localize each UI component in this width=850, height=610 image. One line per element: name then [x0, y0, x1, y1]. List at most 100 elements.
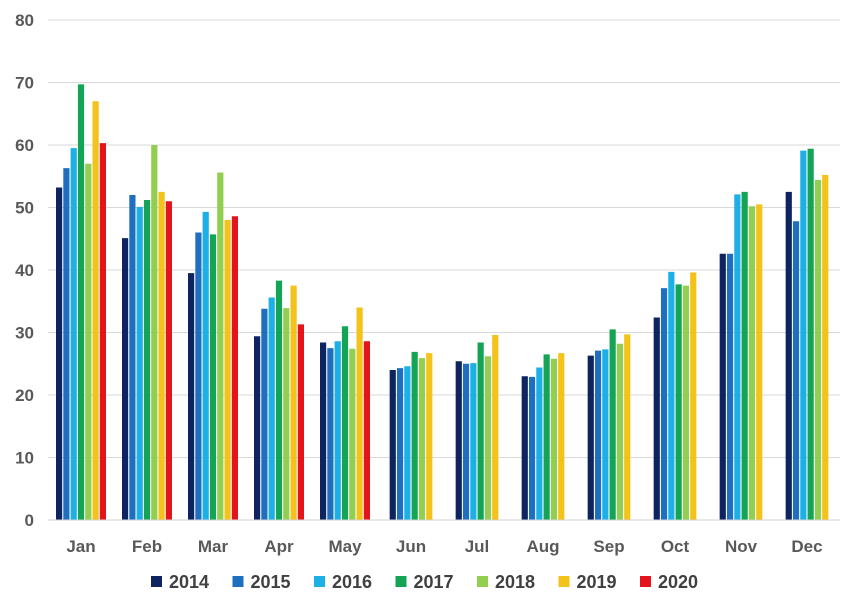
- bar-2014-apr: [254, 336, 261, 520]
- legend-swatch-2020: [640, 576, 651, 587]
- x-tick-label: Aug: [526, 537, 559, 556]
- legend-swatch-2017: [395, 576, 407, 587]
- bar-2016-aug: [536, 367, 543, 520]
- bar-2017-apr: [275, 280, 283, 521]
- bar-2014-aug: [521, 376, 528, 520]
- bar-2015-oct: [660, 288, 668, 521]
- bar-2017-mar: [209, 234, 217, 521]
- bar-2015-apr: [261, 308, 268, 520]
- bar-2015-mar: [195, 232, 202, 520]
- bar-2020-feb: [165, 201, 172, 520]
- bar-2016-mar: [202, 211, 209, 521]
- x-tick-label: Sep: [593, 537, 624, 556]
- x-tick-label: Dec: [791, 537, 822, 556]
- x-tick-label: Feb: [132, 537, 162, 556]
- x-axis-ticks: Jan Feb Mar Apr May Jun Jul Aug Sep Oct Nov Dec: [66, 537, 822, 556]
- y-tick-label: 60: [15, 136, 34, 155]
- bar-2015-jan: [63, 168, 70, 521]
- bar-2019-may: [356, 307, 363, 520]
- legend-label-2015: 2015: [251, 572, 291, 592]
- bar-2015-jun: [396, 368, 404, 521]
- bar-2017-may: [341, 326, 349, 520]
- bar-2018-feb: [151, 145, 158, 520]
- legend-label-2019: 2019: [577, 572, 617, 592]
- bar-2017-feb: [143, 200, 151, 520]
- y-tick-label: 80: [15, 11, 34, 30]
- bar-2015-nov: [726, 253, 734, 520]
- bar-2019-dec: [822, 175, 829, 520]
- bar-2019-sep: [624, 334, 631, 521]
- bar-2016-sep: [602, 349, 609, 521]
- legend-swatch-2014: [151, 576, 162, 587]
- bar-2015-jul: [462, 363, 470, 520]
- bar-2017-jan: [77, 84, 85, 521]
- x-tick-label: Mar: [198, 537, 229, 556]
- bar-2018-aug: [550, 358, 558, 520]
- bar-2014-jan: [56, 187, 63, 520]
- y-tick-label: 20: [15, 386, 34, 405]
- x-tick-label: Jun: [396, 537, 426, 556]
- bar-2014-sep: [587, 355, 594, 521]
- bar-2017-aug: [543, 354, 550, 521]
- bar-2019-apr: [290, 285, 297, 521]
- x-tick-label: May: [328, 537, 362, 556]
- bar-2017-dec: [807, 148, 814, 520]
- bar-2014-mar: [188, 273, 195, 521]
- x-tick-label: Jul: [465, 537, 490, 556]
- bar-2017-nov: [741, 191, 748, 521]
- bar-2019-jun: [426, 353, 433, 521]
- x-tick-label: Apr: [264, 537, 294, 556]
- bar-2016-nov: [734, 194, 741, 521]
- y-tick-label: 40: [15, 261, 34, 280]
- bar-2014-jun: [389, 370, 396, 520]
- bar-2018-apr: [283, 308, 290, 521]
- gridlines: [48, 19, 840, 458]
- legend-label-2014: 2014: [169, 572, 209, 592]
- bar-2015-sep: [594, 350, 602, 521]
- x-tick-label: Jan: [66, 537, 95, 556]
- x-tick-label: Nov: [725, 537, 758, 556]
- y-tick-label: 70: [15, 74, 34, 93]
- y-axis-ticks: 0 10 20 30 40 50 60 70 80: [15, 11, 34, 530]
- bar-2017-jun: [411, 351, 418, 521]
- y-tick-label: 10: [15, 449, 34, 468]
- y-tick-label: 50: [15, 199, 34, 218]
- bar-2014-feb: [122, 238, 129, 521]
- bar-2014-may: [320, 342, 327, 520]
- legend-label-2016: 2016: [332, 572, 372, 592]
- bar-2018-jan: [85, 163, 92, 520]
- bar-2019-jan: [92, 101, 99, 520]
- legend: 2014 2015 2016 2017 2018 2019 2020: [151, 572, 698, 592]
- bar-2014-dec: [785, 191, 792, 521]
- bar-2019-mar: [224, 220, 231, 520]
- bar-2019-nov: [756, 204, 763, 521]
- legend-label-2017: 2017: [414, 572, 454, 592]
- bar-2014-oct: [653, 317, 660, 520]
- bar-2020-jan: [99, 143, 106, 520]
- legend-swatch-2015: [232, 576, 244, 587]
- bar-2018-dec: [814, 180, 822, 520]
- bar-2019-aug: [558, 353, 565, 521]
- bar-2017-sep: [609, 329, 616, 521]
- bar-2018-jun: [418, 358, 426, 521]
- bar-2019-oct: [690, 272, 697, 520]
- bar-2016-apr: [268, 297, 275, 520]
- legend-swatch-2019: [558, 576, 570, 587]
- x-tick-label: Oct: [661, 537, 690, 556]
- y-tick-label: 30: [15, 324, 34, 343]
- bar-2018-nov: [748, 206, 756, 520]
- bar-2017-oct: [675, 284, 682, 521]
- bar-2016-feb: [136, 206, 143, 521]
- bar-2017-jul: [477, 342, 484, 520]
- y-tick-label: 0: [25, 511, 34, 530]
- legend-swatch-2018: [477, 576, 488, 587]
- bar-2016-jan: [70, 148, 77, 521]
- legend-label-2018: 2018: [495, 572, 535, 592]
- bar-2018-mar: [217, 172, 224, 520]
- bar-2019-feb: [158, 191, 165, 521]
- bars: [56, 84, 829, 521]
- bar-2019-jul: [492, 335, 499, 520]
- legend-label-2020: 2020: [658, 572, 698, 592]
- bar-2016-may: [334, 341, 341, 520]
